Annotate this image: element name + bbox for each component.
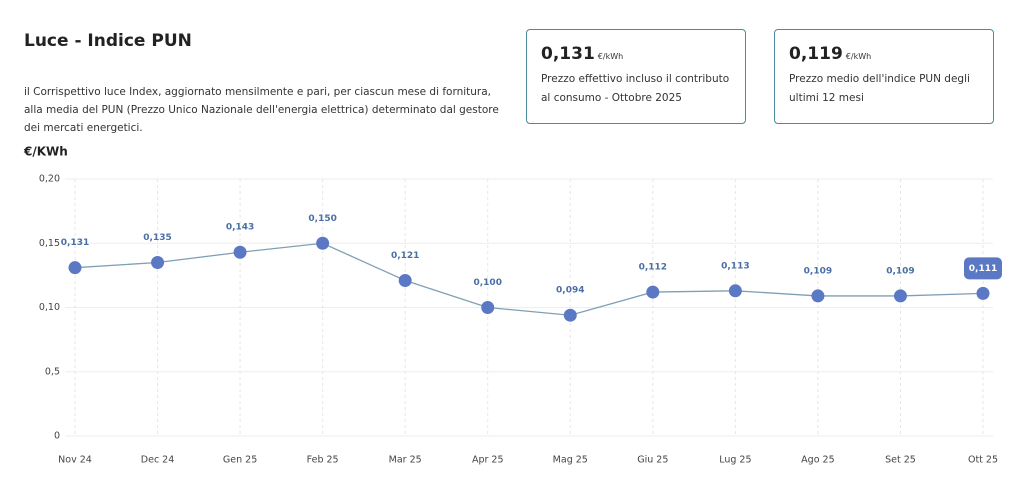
- y-tick-label: 0,5: [45, 366, 60, 377]
- x-tick-label: Gen 25: [223, 455, 257, 466]
- data-label: 0,121: [391, 251, 419, 261]
- card-value: 0,119: [789, 44, 843, 64]
- data-label: 0,109: [886, 266, 914, 276]
- point: [68, 261, 82, 275]
- y-tick-label: 0,15: [39, 238, 60, 249]
- x-tick-label: Mar 25: [389, 455, 422, 466]
- x-tick-label: Feb 25: [307, 455, 339, 466]
- x-tick-label: Dec 24: [141, 455, 175, 466]
- card-unit: €/kWh: [845, 52, 872, 61]
- line: [74, 242, 984, 316]
- point: [811, 289, 825, 303]
- point: [893, 289, 907, 303]
- point: [233, 245, 247, 259]
- point: [646, 285, 660, 299]
- data-label: 0,112: [639, 263, 667, 273]
- data-label: 0,143: [226, 223, 254, 233]
- data-label: 0,094: [556, 286, 584, 296]
- y-tick-label: 0,20: [39, 174, 60, 185]
- page-title: Luce - Indice PUN: [24, 31, 192, 51]
- card-value: 0,131: [541, 44, 595, 64]
- y-axis-label: €/KWh: [23, 145, 68, 159]
- x-tick-label: Giu 25: [637, 455, 668, 466]
- card-text: Prezzo medio dell'indice PUN degli ultim…: [789, 73, 970, 104]
- point: [481, 301, 495, 314]
- x-tick-label: Mag 25: [553, 455, 588, 466]
- point: [316, 236, 330, 250]
- point: [976, 286, 990, 300]
- data-label: 0,109: [804, 266, 832, 276]
- description: il Corrispettivo luce Index, aggiornato …: [24, 86, 499, 134]
- info-card: 0,131 €/kWh Prezzo effettivo incluso il c…: [526, 29, 746, 124]
- point: [151, 256, 165, 270]
- point: [563, 308, 577, 322]
- info-card: 0,119 €/kWh Prezzo medio dell'indice PUN …: [774, 29, 994, 124]
- x-tick-label: Lug 25: [719, 455, 751, 466]
- x-tick-label: Nov 24: [58, 455, 92, 466]
- x-tick-label: Apr 25: [472, 455, 504, 466]
- x-tick-label: Set 25: [885, 455, 916, 466]
- data-label: 0,111: [969, 264, 997, 274]
- data-label: 0,100: [473, 278, 501, 288]
- data-label: 0,150: [308, 214, 336, 224]
- data-label: 0,131: [61, 238, 89, 248]
- x-tick-label: Ago 25: [801, 455, 834, 466]
- y-tick-label: 0: [54, 431, 60, 442]
- label-highlight: [964, 257, 1002, 280]
- point: [728, 284, 742, 298]
- data-label: 0,135: [143, 233, 171, 243]
- data-label: 0,113: [721, 261, 749, 271]
- card-text: Prezzo effettivo incluso il contributo a…: [541, 73, 730, 104]
- point: [398, 274, 412, 288]
- x-tick-label: Ott 25: [968, 455, 998, 466]
- y-tick-label: 0,10: [39, 302, 60, 313]
- card-unit: €/kWh: [597, 52, 624, 61]
